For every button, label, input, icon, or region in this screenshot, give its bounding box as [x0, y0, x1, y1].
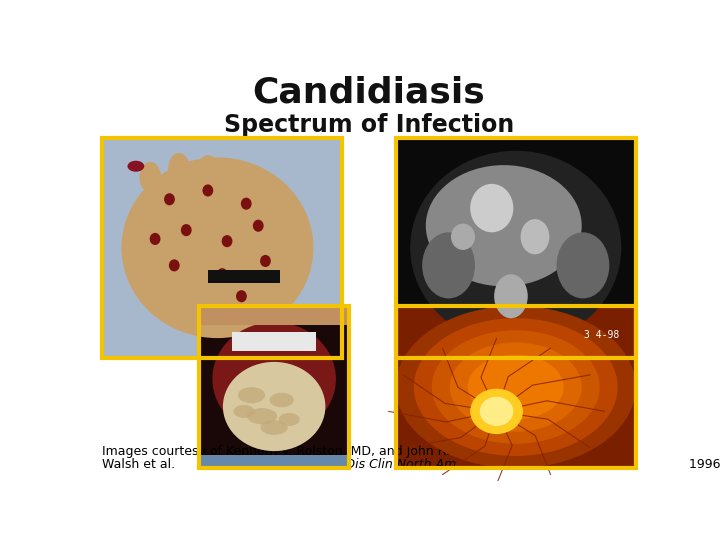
Bar	[199, 306, 349, 326]
Ellipse shape	[217, 268, 228, 280]
Ellipse shape	[241, 198, 251, 210]
Bar	[199, 306, 349, 468]
Bar	[199, 306, 349, 468]
Ellipse shape	[261, 420, 288, 435]
Ellipse shape	[253, 220, 264, 232]
Bar	[396, 138, 636, 358]
Bar	[199, 455, 349, 468]
Ellipse shape	[468, 355, 564, 420]
Ellipse shape	[470, 184, 513, 232]
Text: Infect Dis Clin North Am.: Infect Dis Clin North Am.	[306, 458, 460, 471]
Ellipse shape	[414, 318, 618, 456]
Ellipse shape	[260, 255, 271, 267]
Ellipse shape	[247, 408, 277, 424]
Bar	[396, 138, 636, 358]
Ellipse shape	[279, 413, 300, 426]
Ellipse shape	[169, 259, 180, 272]
Ellipse shape	[450, 342, 582, 431]
Text: 3 4-98: 3 4-98	[584, 330, 619, 340]
Text: Images courtesy of Kenneth V. Rolston, MD, and John R. Wingard, MD.: Images courtesy of Kenneth V. Rolston, M…	[102, 445, 539, 458]
Ellipse shape	[202, 184, 213, 197]
Ellipse shape	[480, 397, 513, 426]
Ellipse shape	[164, 193, 175, 205]
Ellipse shape	[410, 151, 621, 345]
Text: Candidiasis: Candidiasis	[253, 75, 485, 109]
Ellipse shape	[226, 162, 248, 193]
Ellipse shape	[168, 153, 190, 184]
Ellipse shape	[432, 330, 600, 444]
Bar	[396, 306, 636, 468]
Ellipse shape	[269, 393, 294, 407]
Bar	[102, 138, 342, 358]
Ellipse shape	[494, 274, 528, 318]
Ellipse shape	[238, 387, 265, 403]
Ellipse shape	[212, 322, 336, 436]
Ellipse shape	[396, 306, 636, 468]
Ellipse shape	[470, 389, 523, 434]
Ellipse shape	[521, 219, 549, 254]
Ellipse shape	[222, 235, 233, 247]
Bar	[102, 138, 342, 358]
Ellipse shape	[181, 224, 192, 236]
Ellipse shape	[219, 198, 302, 298]
Ellipse shape	[197, 155, 219, 186]
Text: 1996;10:365-400.: 1996;10:365-400.	[685, 458, 720, 471]
Ellipse shape	[122, 157, 313, 338]
Ellipse shape	[140, 162, 161, 193]
Bar	[208, 270, 280, 283]
Ellipse shape	[236, 290, 247, 302]
Ellipse shape	[426, 165, 582, 286]
Ellipse shape	[557, 232, 609, 299]
Text: Walsh et al.: Walsh et al.	[102, 458, 179, 471]
Ellipse shape	[150, 233, 161, 245]
Ellipse shape	[422, 232, 475, 299]
Bar	[396, 306, 636, 468]
Ellipse shape	[233, 405, 255, 418]
Ellipse shape	[223, 362, 325, 451]
Text: Spectrum of Infection: Spectrum of Infection	[224, 113, 514, 137]
Bar	[232, 332, 316, 352]
Ellipse shape	[451, 224, 475, 250]
Ellipse shape	[127, 161, 144, 172]
